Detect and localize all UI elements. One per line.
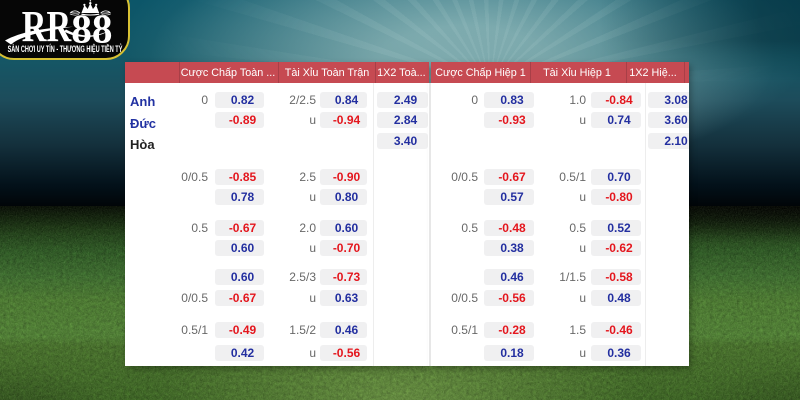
svg-text:RR: RR [22,2,72,51]
svg-text:SÀN CHƠI UY TÍN - THƯƠNG HIỆU: SÀN CHƠI UY TÍN - THƯƠNG HIỆU TIỀN TỶ [8,43,123,54]
svg-text:88: 88 [71,5,112,51]
